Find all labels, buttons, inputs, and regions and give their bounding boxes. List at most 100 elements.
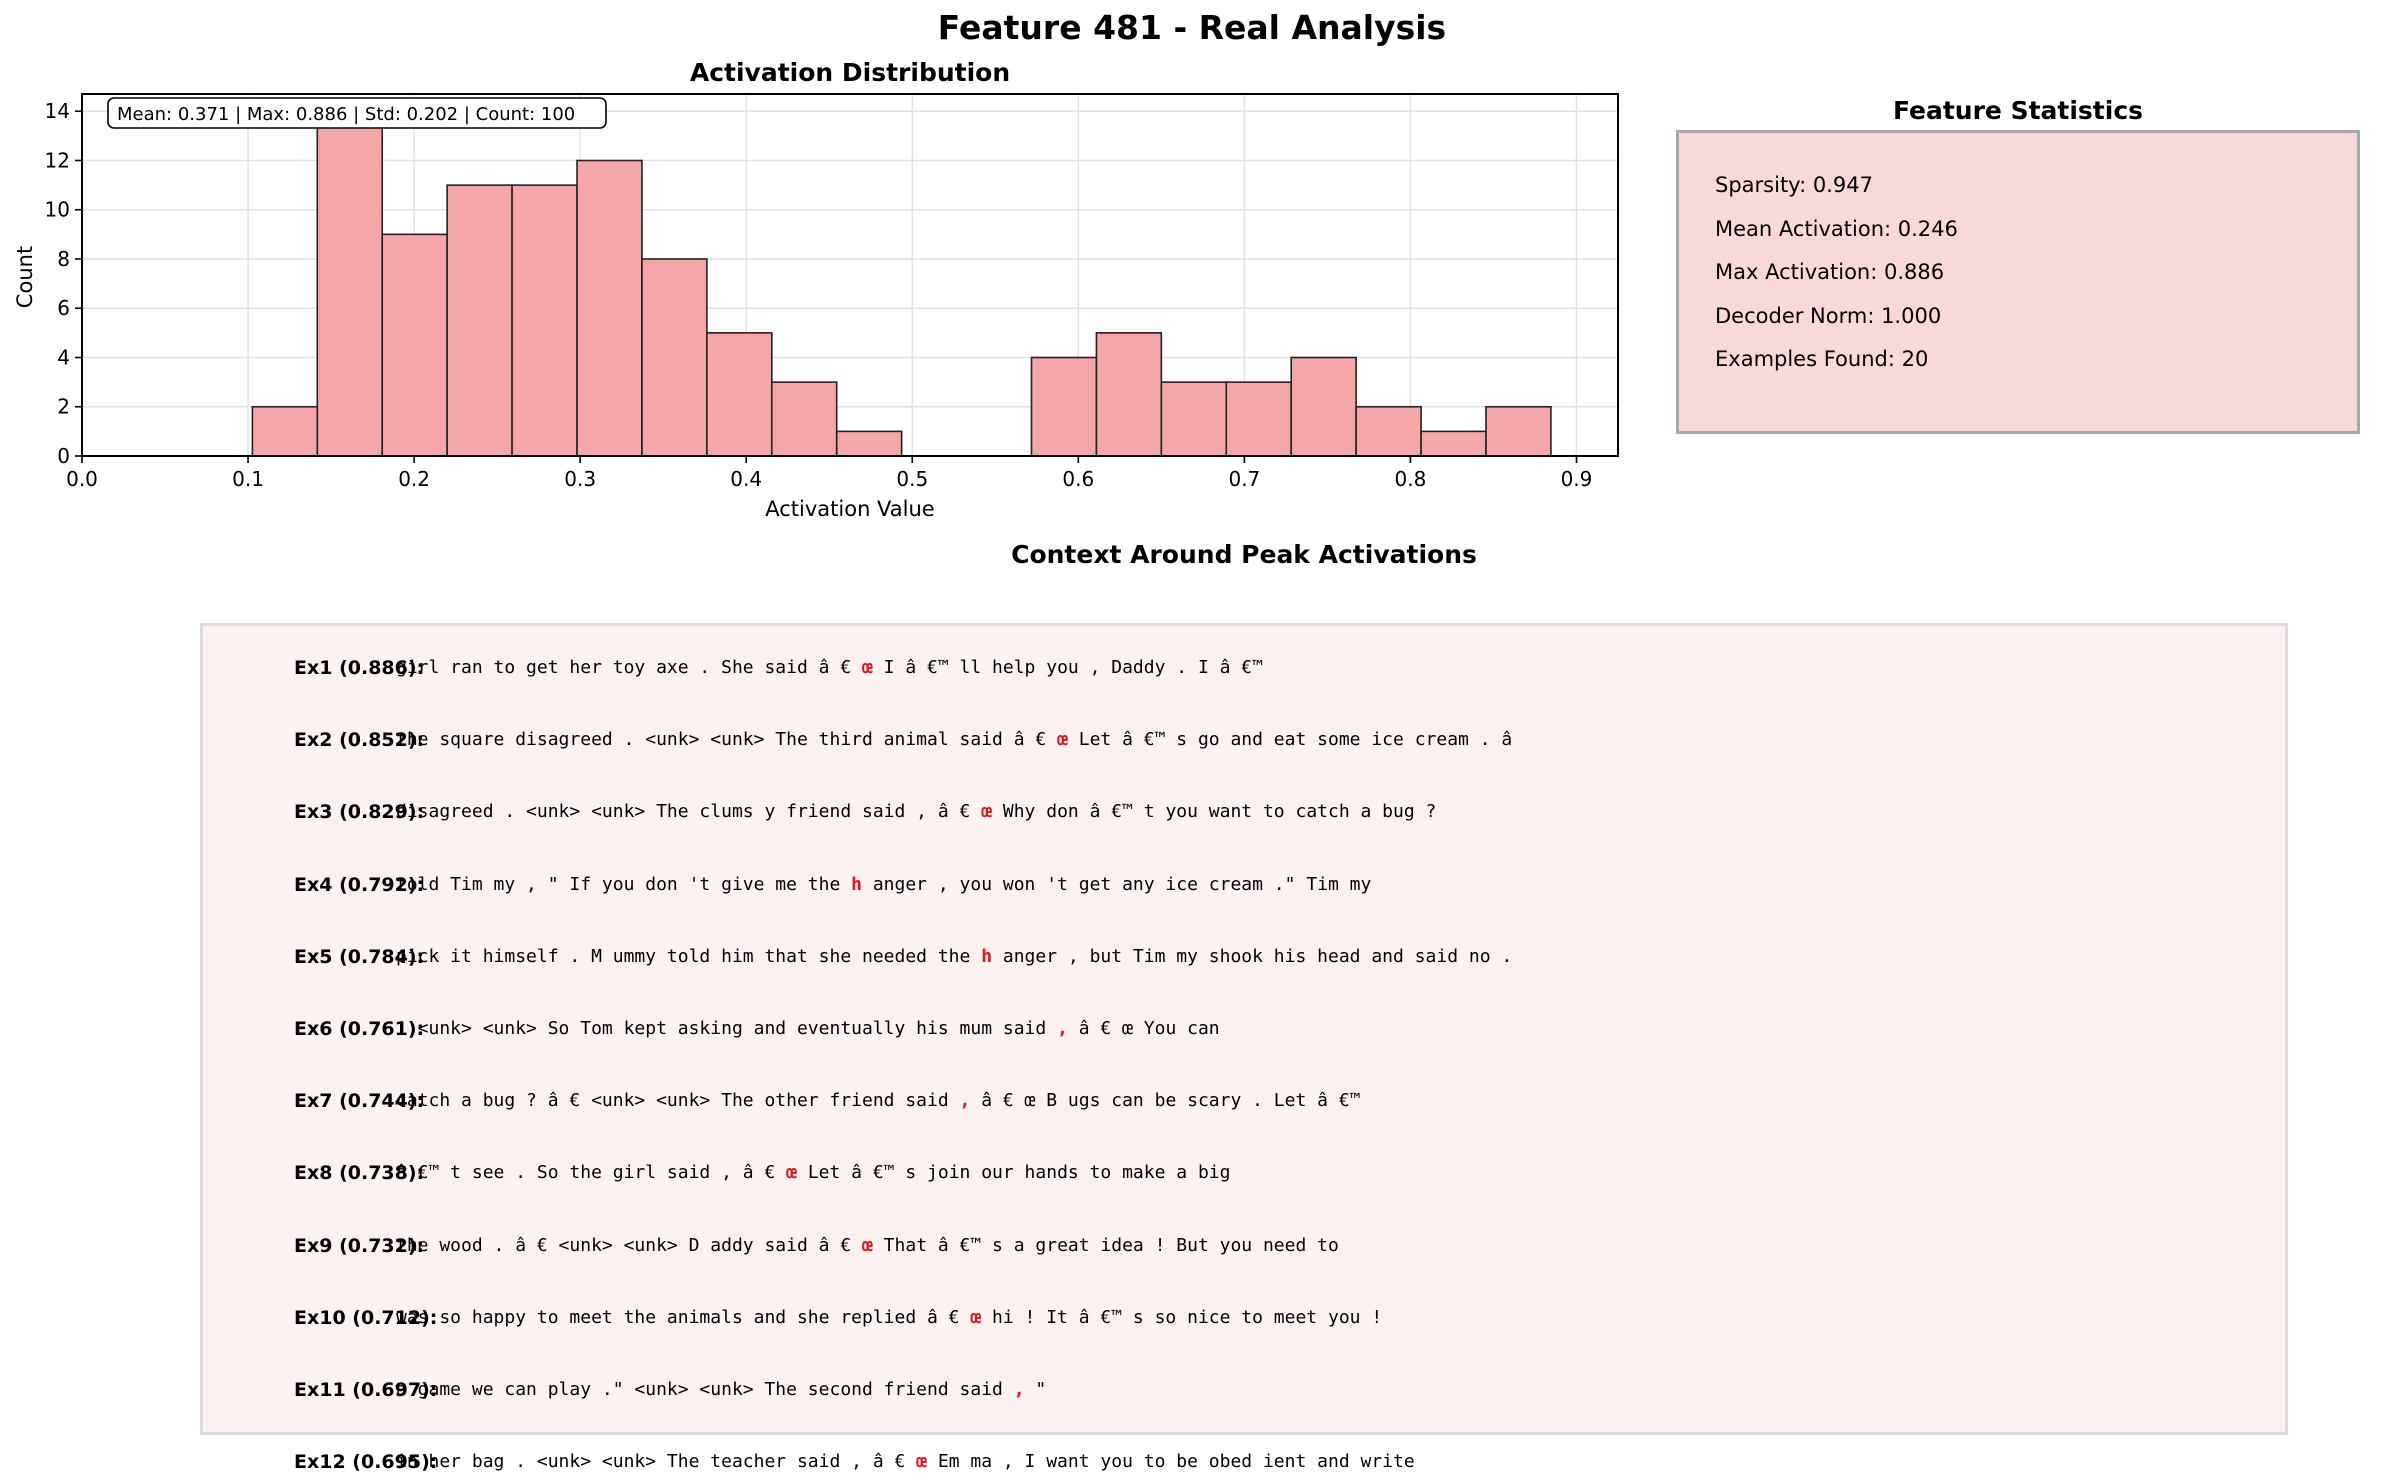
histogram-bar <box>1290 356 1357 457</box>
example-context-text: the square disagreed . <unk> <unk> The t… <box>396 729 1512 750</box>
histogram-bar <box>251 405 319 457</box>
peak-token: h <box>981 945 993 967</box>
example-context-text: â €™ t see . So the girl said , â € œ Le… <box>396 1162 1230 1183</box>
y-tick-label: 6 <box>57 296 70 320</box>
example-text-before: ! <unk> <unk> So Tom kept asking and eve… <box>396 1018 1058 1039</box>
activation-histogram: 0.0 0.1 0.2 0.3 0.4 0.5 0.6 0.7 0.8 0.9 0 2 4 6 8 10 12 1… <box>13 93 1619 521</box>
example-label: Ex5 (0.784): <box>294 945 425 968</box>
example-text-after: hi ! It â €™ s so nice to meet you ! <box>981 1306 1383 1328</box>
example-context-text: was so happy to meet the animals and she… <box>396 1307 1382 1328</box>
x-tick-label: 0.5 <box>896 467 928 491</box>
example-text-before: pick it himself . M ummy told him that s… <box>396 945 982 967</box>
example-text-before: was so happy to meet the animals and she… <box>396 1306 971 1328</box>
stats-title: Feature Statistics <box>1892 96 2144 125</box>
example-text-after: " <box>1024 1379 1047 1400</box>
x-tick-label: 0.8 <box>1395 467 1427 491</box>
example-label: Ex9 (0.732): <box>294 1234 425 1257</box>
example-label: Ex8 (0.738): <box>294 1162 425 1185</box>
example-context-text: in her bag . <unk> <unk> The teacher sai… <box>396 1451 1415 1472</box>
example-text-after: Let â €™ s go and eat some ice cream . â <box>1067 729 1513 751</box>
histogram-title: Activation Distribution <box>689 58 1011 87</box>
x-tick-label: 0.1 <box>232 467 264 491</box>
x-tick-label: 0.7 <box>1228 467 1260 491</box>
y-tick-label: 0 <box>57 444 70 468</box>
example-context-text: the wood . â € <unk> <unk> D addy said â… <box>396 1235 1339 1256</box>
x-tick-label: 0.6 <box>1062 467 1094 491</box>
example-text-before: a game we can play ." <unk> <unk> The se… <box>396 1379 1014 1400</box>
x-tick-label: 0.4 <box>730 467 762 491</box>
peak-token: , <box>1057 1018 1068 1039</box>
example-text-after: Why don â €™ t you want to catch a bug ? <box>992 801 1437 823</box>
example-label: Ex1 (0.886): <box>294 657 425 679</box>
example-text-before: disagreed . <unk> <unk> The clums y frie… <box>396 801 982 823</box>
y-tick-label: 2 <box>57 395 70 419</box>
y-tick-label: 4 <box>57 345 70 369</box>
x-tick-label: 0.0 <box>66 467 98 491</box>
peak-token: œ <box>970 1306 982 1328</box>
histogram-bar <box>641 258 708 457</box>
example-text-after: Let â €™ s join our hands to make a big <box>796 1162 1231 1184</box>
example-text-after: anger , you won 't get any ice cream ." … <box>862 873 1372 895</box>
example-text-after: Em ma , I want you to be obed ient and w… <box>927 1451 1415 1473</box>
histogram-bar <box>1030 356 1098 457</box>
x-axis-label: Activation Value <box>765 497 934 521</box>
example-label: Ex11 (0.697): <box>294 1379 438 1401</box>
stats-annotation-text: Mean: 0.371 | Max: 0.886 | Std: 0.202 | … <box>117 104 575 125</box>
peak-token: œ <box>981 801 993 823</box>
stats-sparsity: Sparsity: 0.947 <box>1715 173 1873 197</box>
histogram-bar <box>446 184 513 457</box>
example-text-before: told Tim my , " If you don 't give me th… <box>396 873 852 895</box>
example-text-before: the square disagreed . <unk> <unk> The t… <box>396 729 1058 751</box>
example-text-after: anger , but Tim my shook his head and sa… <box>992 945 1513 967</box>
example-label: Ex2 (0.852): <box>294 729 425 752</box>
peak-token: h <box>851 873 862 895</box>
histogram-bar <box>381 233 448 457</box>
histogram-bar <box>1355 405 1422 457</box>
y-tick-label: 10 <box>45 198 70 222</box>
x-tick-label: 0.2 <box>398 467 430 491</box>
example-text-after: That â €™ s a great idea ! But you need … <box>872 1234 1339 1256</box>
plot-frame <box>81 93 1619 457</box>
y-tick-label: 8 <box>57 247 70 271</box>
figure-title: Feature 481 - Real Analysis <box>937 8 1447 47</box>
histogram-bar <box>1160 381 1228 457</box>
peak-token: , <box>1013 1379 1025 1400</box>
context-panel <box>200 623 2288 1435</box>
y-tick-label: 12 <box>45 148 70 172</box>
histogram-bar <box>511 184 578 457</box>
peak-token: œ <box>786 1162 797 1184</box>
example-label: Ex4 (0.792): <box>294 873 425 896</box>
y-tick-label: 14 <box>45 99 70 123</box>
example-context-text: a game we can play ." <unk> <unk> The se… <box>396 1379 1046 1400</box>
histogram-bar <box>1485 405 1552 457</box>
example-text-before: catch a bug ? â € <unk> <unk> The other … <box>396 1090 960 1112</box>
example-text-after: â € œ B ugs can be scary . Let â €™ <box>970 1090 1361 1112</box>
example-text-before: in her bag . <unk> <unk> The teacher sai… <box>396 1451 917 1473</box>
example-context-text: catch a bug ? â € <unk> <unk> The other … <box>396 1090 1361 1111</box>
x-tick-label: 0.9 <box>1561 467 1593 491</box>
example-context-text: girl ran to get her toy axe . She said â… <box>396 657 1263 678</box>
stats-annotation: Mean: 0.371 | Max: 0.886 | Std: 0.202 | … <box>107 97 607 129</box>
example-context-text: disagreed . <unk> <unk> The clums y frie… <box>396 801 1436 822</box>
example-label: Ex3 (0.829): <box>294 801 425 824</box>
stats-examples-found: Examples Found: 20 <box>1715 347 1929 371</box>
example-label: Ex10 (0.712): <box>294 1306 438 1329</box>
peak-token: œ <box>862 657 873 678</box>
x-tick-label: 0.3 <box>564 467 596 491</box>
stats-panel: Sparsity: 0.947 Mean Activation: 0.246 M… <box>1676 130 2360 434</box>
histogram-bar <box>1095 332 1163 457</box>
example-label: Ex12 (0.695): <box>294 1451 438 1474</box>
peak-token: œ <box>916 1451 928 1473</box>
example-label: Ex7 (0.744): <box>294 1090 425 1113</box>
y-axis-label: Count <box>13 246 37 308</box>
histogram-bar <box>1225 381 1293 457</box>
stats-decoder-norm: Decoder Norm: 1.000 <box>1715 304 1942 328</box>
peak-token: œ <box>1057 729 1068 751</box>
histogram-bar <box>770 381 838 457</box>
example-text-after: I â €™ ll help you , Daddy . I â €™ <box>872 657 1263 678</box>
peak-token: œ <box>862 1234 873 1256</box>
example-context-text: ! <unk> <unk> So Tom kept asking and eve… <box>396 1018 1220 1039</box>
histogram-bar <box>706 332 773 457</box>
example-text-before: â €™ t see . So the girl said , â € <box>396 1162 787 1184</box>
example-label: Ex6 (0.761): <box>294 1018 425 1040</box>
